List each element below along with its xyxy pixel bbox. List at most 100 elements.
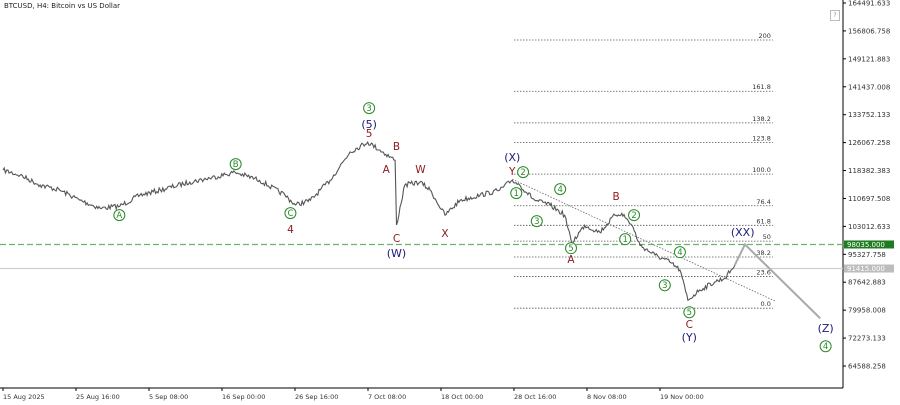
- y-tick-label: 164491.633: [848, 0, 890, 8]
- wave-label-circle: [673, 246, 686, 259]
- wave-label: (Y): [682, 331, 697, 344]
- wave-label-circle: [554, 183, 567, 196]
- wave-label-text: A: [116, 211, 122, 221]
- fib-level-label: 138.2: [752, 115, 771, 123]
- wave-label: C: [686, 319, 693, 331]
- wave-label: 3: [363, 102, 376, 115]
- wave-label-text: X: [441, 228, 448, 240]
- wave-label-text: 5: [366, 128, 373, 140]
- wave-label-text: 3: [366, 104, 371, 114]
- wave-label: A: [383, 164, 391, 176]
- wave-label-text: A: [567, 254, 575, 266]
- x-tick-label: 5 Sep 08:00: [149, 393, 188, 401]
- wave-label: 5: [565, 242, 578, 255]
- price-line-badge: [844, 240, 894, 249]
- wave-label: 3: [658, 279, 671, 292]
- wave-label: (W): [387, 247, 406, 260]
- wave-label-text: W: [415, 164, 426, 176]
- wave-label: 2: [517, 166, 530, 179]
- wave-label: 5: [683, 306, 696, 319]
- price-line-label: 98035.000: [847, 241, 885, 249]
- wave-label: X: [441, 228, 448, 240]
- wave-label-circle: [229, 158, 242, 171]
- wave-label-circle: [113, 209, 126, 222]
- wave-label-circle: [683, 306, 696, 319]
- fib-level-label: 0.0: [761, 300, 771, 308]
- wave-label-text: 1: [514, 189, 519, 199]
- wave-label-text: (XX): [731, 226, 755, 239]
- wave-label: B: [393, 141, 400, 153]
- wave-label-text: (5): [361, 118, 377, 131]
- y-tick-label: 72273.133: [848, 335, 886, 343]
- wave-label: (X): [504, 151, 520, 164]
- wave-label-text: 4: [823, 342, 828, 352]
- wave-label: 4: [819, 340, 832, 353]
- price-series: [2, 140, 736, 301]
- x-tick-label: 19 Nov 00:00: [660, 393, 704, 401]
- wave-label-text: (X): [504, 151, 520, 164]
- wave-label: 4: [554, 183, 567, 196]
- wave-label: 5: [366, 128, 373, 140]
- wave-label: B: [612, 191, 619, 203]
- y-tick-label: 64588.258: [848, 363, 886, 371]
- wave-label-text: C: [393, 233, 400, 245]
- wave-label-text: (W): [387, 247, 406, 260]
- fib-level-label: 123.8: [752, 134, 771, 142]
- chart-corner-button[interactable]: ?: [830, 10, 840, 21]
- wave-label-text: A: [383, 164, 391, 176]
- wave-label-text: B: [612, 191, 619, 203]
- wave-label-text: 1: [622, 235, 627, 245]
- wave-label-circle: [530, 215, 543, 228]
- fib-level-label: 200: [758, 32, 770, 40]
- trend-line: [512, 178, 777, 303]
- wave-label-circle: [819, 340, 832, 353]
- wave-label-circle: [363, 102, 376, 115]
- y-tick-label: 110697.508: [848, 195, 890, 203]
- fib-level-label: 100.0: [752, 166, 771, 174]
- wave-label-circle: [517, 166, 530, 179]
- x-tick-label: 8 Nov 08:00: [587, 393, 627, 401]
- wave-label: W: [415, 164, 426, 176]
- wave-label-text: C: [686, 319, 693, 331]
- wave-label: (XX): [731, 226, 755, 239]
- y-tick-label: 118382.383: [848, 167, 890, 175]
- wave-label-text: 5: [687, 308, 692, 318]
- wave-label-circle: [510, 187, 523, 200]
- wave-label-text: C: [287, 209, 293, 219]
- fib-level-label: 161.8: [752, 83, 771, 91]
- wave-label: 1: [619, 233, 632, 246]
- y-tick-label: 141437.008: [848, 83, 890, 91]
- wave-label: 1: [510, 187, 523, 200]
- fib-level-label: 61.8: [756, 217, 770, 225]
- y-tick-label: 156806.758: [848, 27, 890, 35]
- wave-label-text: B: [233, 160, 239, 170]
- wave-label: A: [113, 209, 126, 222]
- wave-label: B: [229, 158, 242, 171]
- wave-label-text: (Y): [682, 331, 697, 344]
- x-tick-label: 25 Aug 16:00: [76, 393, 120, 401]
- wave-label-text: 4: [677, 248, 682, 258]
- chart-title: BTCUSD, H4: Bitcoin vs US Dollar: [4, 2, 121, 10]
- price-line-label: 91415.000: [847, 265, 885, 273]
- wave-label-text: 2: [631, 211, 636, 221]
- fib-level-label: 38.2: [756, 249, 770, 257]
- y-tick-label: 79958.008: [848, 307, 886, 315]
- wave-label-text: 5: [568, 244, 573, 254]
- x-tick-label: 7 Oct 08:00: [368, 393, 406, 401]
- wave-label-circle: [284, 207, 297, 220]
- wave-label-circle: [658, 279, 671, 292]
- wave-label: (Z): [818, 322, 834, 335]
- wave-label-circle: [565, 242, 578, 255]
- y-tick-label: 95327.758: [848, 251, 886, 259]
- wave-label-circle: [619, 233, 632, 246]
- y-tick-label: 87642.883: [848, 279, 886, 287]
- wave-label: 2: [628, 209, 641, 222]
- wave-label-text: 4: [287, 224, 294, 236]
- wave-label-text: B: [393, 141, 400, 153]
- wave-label-circle: [628, 209, 641, 222]
- y-tick-label: 103012.633: [848, 223, 890, 231]
- fib-level-label: 76.4: [756, 198, 770, 206]
- y-tick-label: 149121.883: [848, 55, 890, 63]
